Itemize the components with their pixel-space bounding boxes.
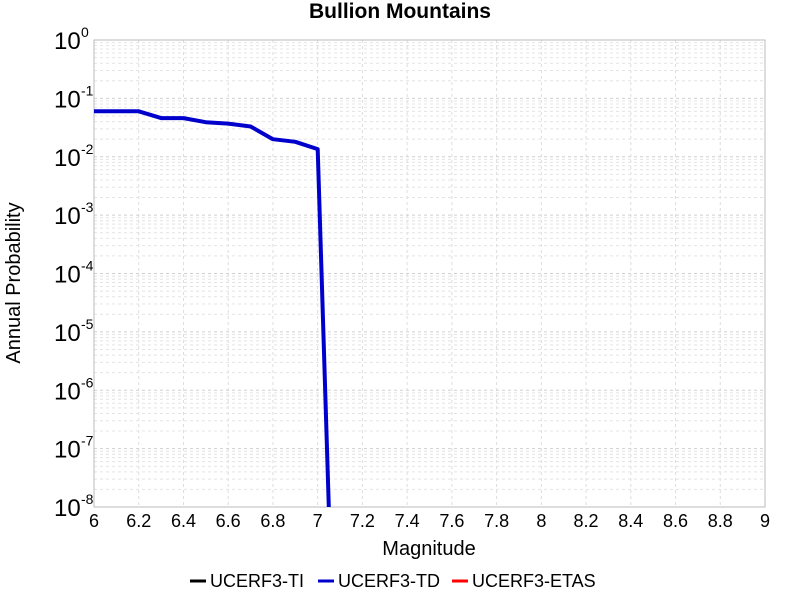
y-tick-base: 10 (54, 145, 81, 172)
x-tick-label: 8.4 (618, 511, 643, 531)
y-tick-base: 10 (54, 495, 81, 522)
x-tick-label: 6 (89, 511, 99, 531)
x-tick-label: 8.2 (574, 511, 599, 531)
y-axis-label: Annual Probability (3, 202, 25, 363)
y-tick-exponent: -6 (81, 374, 94, 390)
y-tick-exponent: -7 (81, 433, 94, 449)
y-tick-exponent: -8 (81, 491, 94, 507)
x-tick-label: 8.6 (663, 511, 688, 531)
x-tick-label: 8 (536, 511, 546, 531)
x-tick-label: 6.4 (171, 511, 196, 531)
legend-label: UCERF3-ETAS (472, 571, 596, 591)
legend-item: UCERF3-TI (190, 571, 304, 591)
y-tick-base: 10 (54, 437, 81, 464)
plot-area (93, 39, 766, 508)
y-tick-label: 10 -8 (54, 491, 94, 522)
legend-item: UCERF3-ETAS (452, 571, 596, 591)
y-tick-exponent: -1 (81, 82, 94, 98)
legend-item: UCERF3-TD (318, 571, 440, 591)
y-tick-label: 10 -5 (54, 316, 94, 347)
series-line-ucerf3-td (94, 109, 331, 507)
y-tick-base: 10 (54, 86, 81, 113)
y-tick-label: 10 -1 (54, 82, 94, 113)
x-tick-label: 6.6 (216, 511, 241, 531)
y-tick-label: 10 -2 (54, 141, 94, 172)
y-tick-label: 10 -7 (54, 433, 94, 464)
y-tick-base: 10 (54, 320, 81, 347)
y-tick-exponent: -5 (81, 316, 94, 332)
x-tick-label: 9 (760, 511, 770, 531)
x-tick-label: 8.8 (708, 511, 733, 531)
y-tick-exponent: 0 (81, 24, 89, 40)
legend: UCERF3-TI UCERF3-TD UCERF3-ETAS (190, 571, 596, 591)
x-tick-label: 7.2 (350, 511, 375, 531)
series-layer (94, 109, 331, 507)
chart-title: Bullion Mountains (309, 0, 491, 23)
y-tick-exponent: -2 (81, 141, 94, 157)
x-tick-label: 6.2 (126, 511, 151, 531)
grid (93, 40, 766, 508)
y-tick-base: 10 (54, 28, 81, 55)
y-tick-base: 10 (54, 378, 81, 405)
y-tick-label: 10 -3 (54, 199, 94, 230)
x-axis-label: Magnitude (382, 538, 475, 560)
x-axis-ticks: 6 6.2 6.4 6.6 6.8 7 7.2 7.4 7.6 7.8 8 8.2 8.4 8.6 8.8 9 (89, 511, 770, 531)
y-tick-label: 10 -6 (54, 374, 94, 405)
y-tick-label: 10 -4 (54, 258, 94, 289)
y-tick-label: 10 0 (54, 24, 89, 55)
x-tick-label: 7.8 (484, 511, 509, 531)
x-tick-label: 7 (313, 511, 323, 531)
y-tick-base: 10 (54, 203, 81, 230)
legend-label: UCERF3-TI (210, 571, 304, 591)
y-tick-exponent: -3 (81, 199, 94, 215)
y-tick-base: 10 (54, 262, 81, 289)
x-tick-label: 7.6 (439, 511, 464, 531)
legend-label: UCERF3-TD (338, 571, 440, 591)
y-tick-exponent: -4 (81, 258, 94, 274)
x-tick-label: 7.4 (395, 511, 420, 531)
x-tick-label: 6.8 (260, 511, 285, 531)
